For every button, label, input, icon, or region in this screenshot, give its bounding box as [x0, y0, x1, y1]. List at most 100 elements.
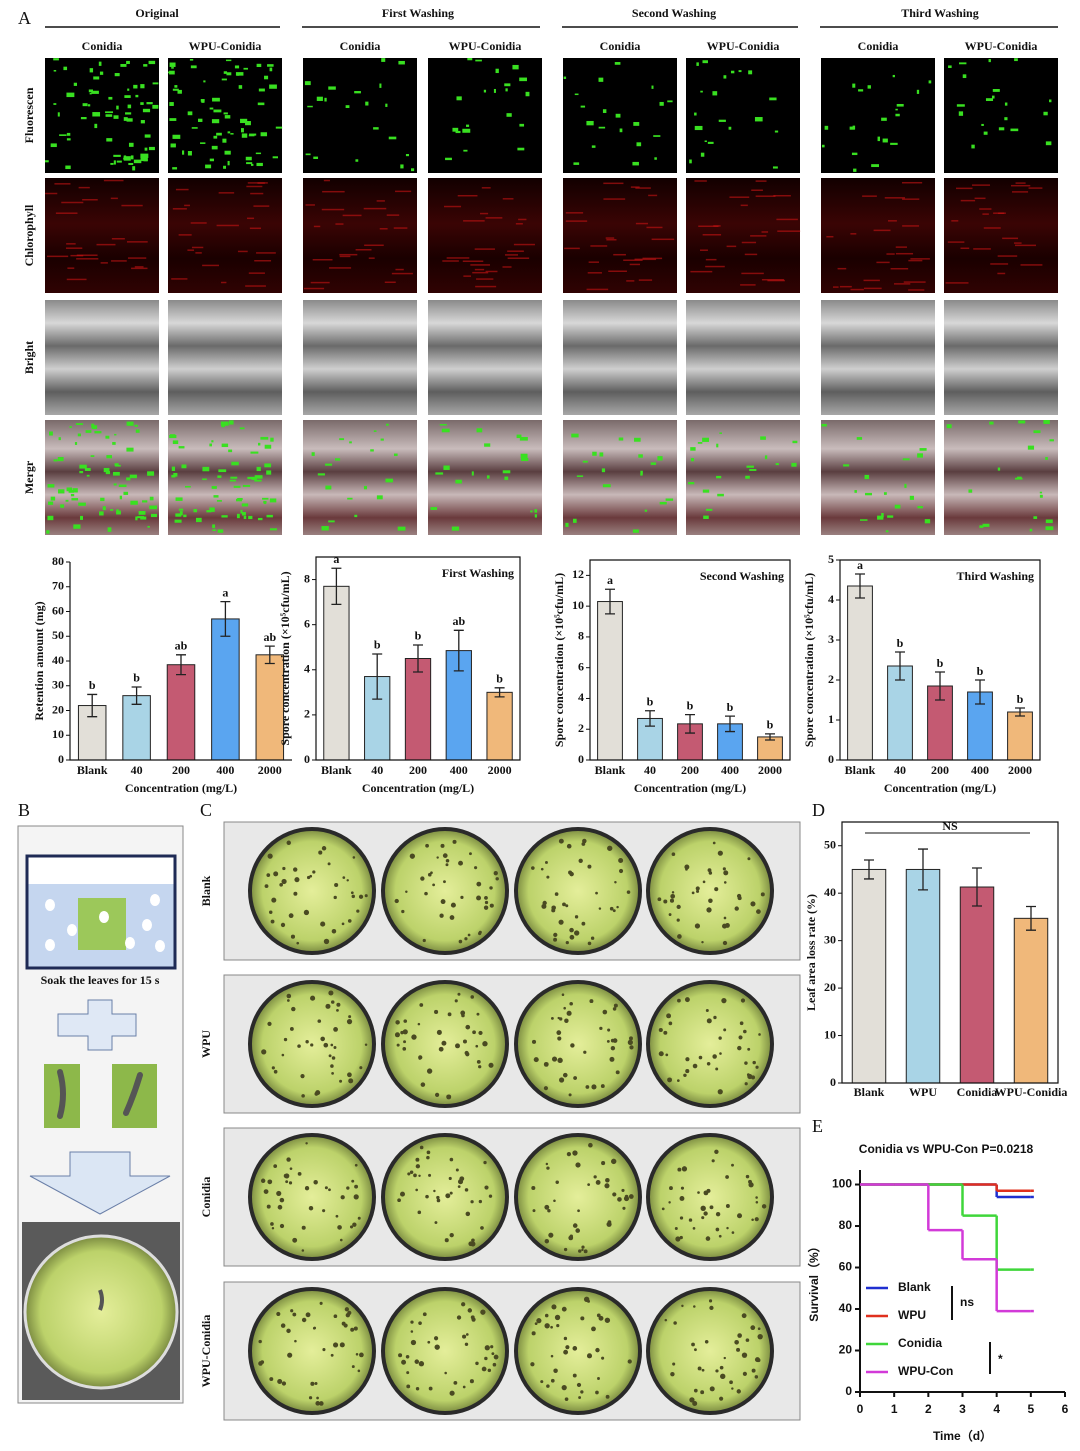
fluorescence-speck — [696, 62, 699, 66]
chlorophyll-streak — [184, 204, 191, 207]
fluorescence-speck — [971, 144, 975, 149]
fluorescence-speck — [615, 113, 621, 118]
fluorescence-speck — [1015, 477, 1023, 480]
chlorophyll-streak — [190, 222, 207, 224]
frass-spot — [462, 1334, 467, 1339]
fluorescence-speck — [355, 159, 359, 162]
frass-spot — [346, 1186, 350, 1190]
frass-spot — [581, 1245, 585, 1249]
y-tick-label: 50 — [52, 628, 64, 642]
frass-spot — [276, 1190, 282, 1197]
fluorescence-speck — [853, 168, 857, 172]
chlorophyll-streak — [322, 190, 345, 193]
frass-spot — [287, 1352, 293, 1358]
fluorescence-speck — [463, 149, 468, 152]
fluorescence-speck — [124, 95, 131, 98]
chlorophyll-streak — [826, 235, 834, 238]
frass-spot — [666, 1013, 672, 1019]
frass-spot — [475, 1361, 479, 1366]
frass-spot — [736, 1213, 743, 1219]
frass-spot — [752, 1060, 756, 1065]
fluorescence-speck — [169, 70, 175, 75]
frass-spot — [320, 1036, 325, 1042]
frass-spot — [402, 1029, 408, 1035]
fluorescence-speck — [126, 118, 133, 122]
micrograph — [944, 178, 1058, 293]
frass-spot — [484, 1356, 488, 1361]
chlorophyll-streak — [78, 186, 90, 189]
fluorescence-speck — [849, 126, 855, 130]
frass-spot — [436, 1029, 442, 1035]
fluorescence-speck — [168, 71, 171, 74]
frass-spot — [588, 1142, 593, 1148]
frass-spot — [737, 896, 742, 901]
y-tick-label: 80 — [52, 554, 64, 568]
frass-spot — [657, 897, 662, 902]
frass-spot — [449, 1390, 455, 1396]
frass-spot — [328, 1188, 331, 1192]
fluorescence-speck — [91, 425, 98, 430]
frass-spot — [711, 1159, 715, 1163]
fluorescence-speck — [1033, 430, 1041, 434]
frass-spot — [310, 1381, 315, 1386]
fluorescence-speck — [917, 453, 923, 458]
frass-spot — [741, 1313, 747, 1319]
micrograph — [821, 58, 935, 173]
fluorescence-speck — [126, 477, 131, 481]
chlorophyll-streak — [901, 181, 923, 184]
fluorescence-speck — [247, 476, 256, 480]
chlorophyll-streak — [705, 265, 725, 268]
frass-spot — [276, 1311, 281, 1317]
fluorescence-speck — [1017, 476, 1022, 479]
fluorescence-speck — [190, 65, 197, 69]
y-tick-label: 2 — [304, 707, 310, 721]
chlorophyll-streak — [960, 247, 970, 250]
fluorescence-speck — [618, 437, 624, 441]
fluorescence-speck — [110, 509, 114, 511]
fluorescence-speck — [1004, 102, 1008, 106]
frass-spot — [565, 904, 569, 908]
chlorophyll-streak — [178, 234, 192, 236]
fluorescence-speck — [235, 72, 244, 76]
fluorescence-speck — [100, 497, 105, 502]
fluorescence-speck — [106, 455, 112, 459]
fluorescence-speck — [195, 517, 202, 523]
micrograph — [686, 58, 800, 173]
micrograph — [303, 300, 417, 415]
chlorophyll-streak — [474, 248, 495, 250]
chlorophyll-streak — [67, 267, 75, 269]
fluorescence-speck — [137, 516, 145, 519]
frass-spot — [546, 1166, 550, 1170]
frass-spot — [572, 1373, 577, 1378]
fluorescence-speck — [602, 484, 611, 488]
fluorescence-speck — [172, 88, 179, 91]
y-tick-label: 50 — [824, 837, 836, 851]
frass-spot — [744, 1061, 748, 1065]
fluorescence-speck — [495, 68, 499, 74]
fluorescence-speck — [991, 95, 995, 99]
frass-spot — [611, 1158, 617, 1165]
bar — [1013, 917, 1049, 1084]
frass-spot — [658, 1027, 663, 1033]
fluorescence-speck — [586, 120, 594, 126]
x-axis-label: Concentration (mg/L) — [362, 781, 474, 795]
chlorophyll-streak — [321, 208, 345, 211]
frass-spot — [422, 938, 426, 943]
fluorescence-speck — [129, 474, 137, 479]
chlorophyll-streak — [635, 187, 651, 189]
fluorescence-speck — [224, 150, 231, 155]
frass-spot — [706, 1018, 712, 1024]
frass-spot — [761, 1204, 767, 1209]
frass-spot — [553, 937, 558, 942]
frass-spot — [532, 1209, 536, 1213]
y-tick-label: 2 — [828, 672, 834, 686]
group-title: First Washing — [382, 6, 454, 20]
fluorescence-speck — [694, 125, 703, 131]
chlorophyll-streak — [903, 281, 926, 283]
fluorescence-speck — [345, 105, 350, 109]
y-tick-label: 8 — [578, 629, 584, 643]
frass-spot — [336, 1008, 339, 1012]
panel-b — [17, 825, 184, 1404]
group-title: Second Washing — [632, 6, 716, 20]
